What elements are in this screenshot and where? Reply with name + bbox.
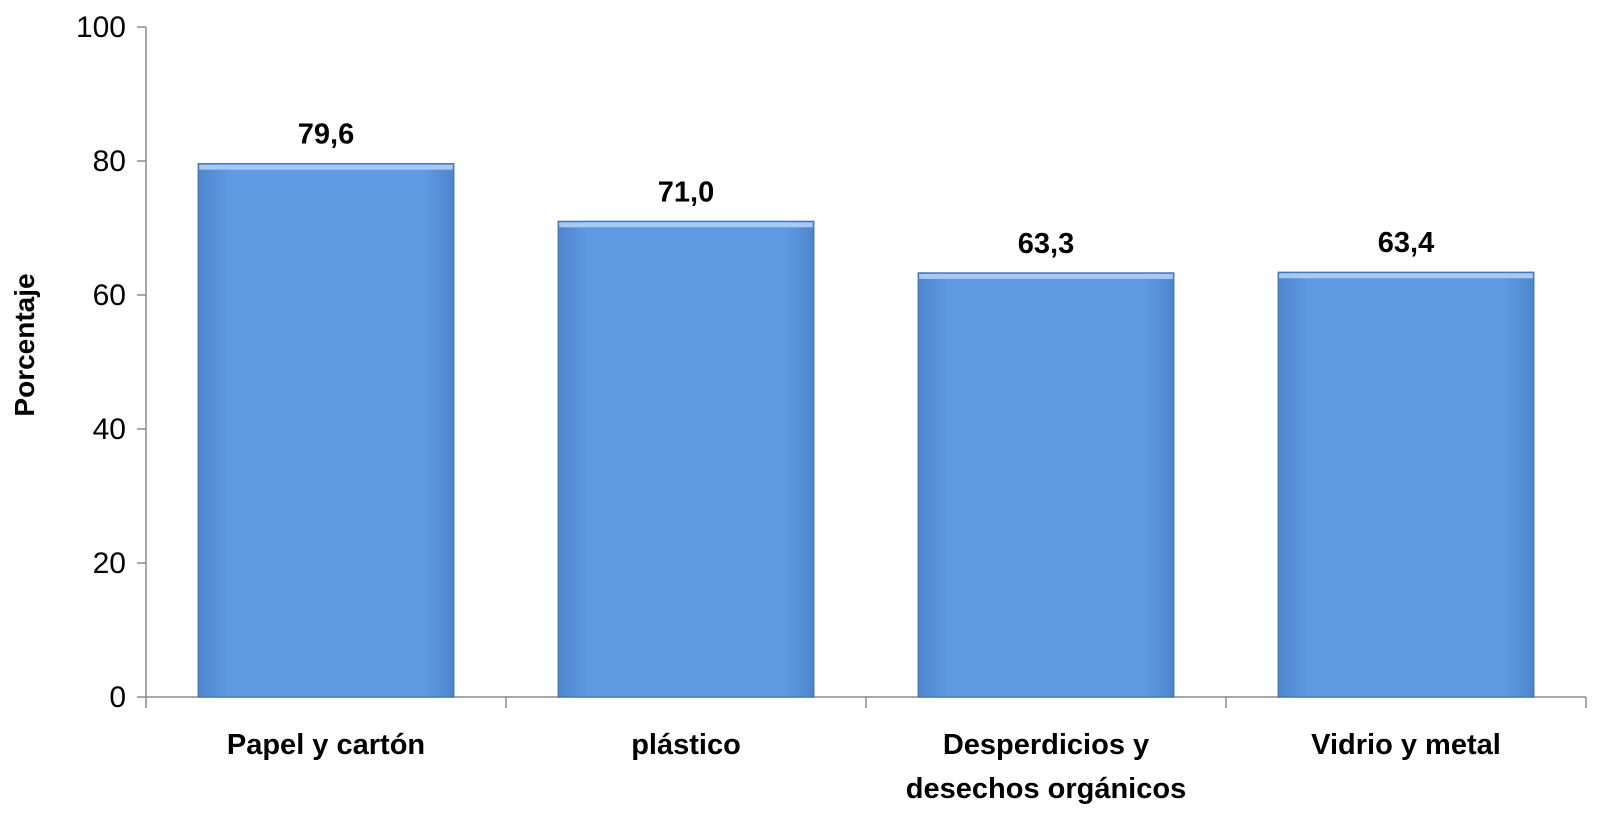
y-tick-label: 100: [76, 11, 126, 44]
bar: [557, 220, 815, 698]
bar-top-highlight: [1279, 273, 1533, 279]
y-axis-label: Porcentaje: [9, 273, 40, 416]
x-tick-label: Papel y cartón: [227, 729, 425, 761]
bar: [197, 163, 455, 698]
x-tick-label: plástico: [631, 729, 741, 761]
bar-top-highlight: [199, 164, 453, 170]
data-label: 71,0: [658, 176, 714, 208]
bar-top-highlight: [559, 222, 813, 228]
x-tick-label: Desperdicios y desechos orgánicos: [906, 729, 1186, 805]
data-label: 63,3: [1018, 228, 1074, 260]
y-tick-label: 40: [93, 413, 126, 446]
y-tick-label: 60: [93, 279, 126, 312]
bars: [197, 163, 1535, 698]
bar: [1277, 271, 1535, 698]
bar-top-highlight: [919, 273, 1173, 279]
y-tick-label: 80: [93, 145, 126, 178]
bar: [917, 272, 1175, 698]
x-tick-label: Vidrio y metal: [1311, 729, 1501, 761]
data-label: 79,6: [298, 119, 354, 151]
data-label: 63,4: [1378, 227, 1434, 259]
y-tick-label: 20: [93, 547, 126, 580]
y-tick-label: 0: [109, 681, 126, 714]
labels: 79,6 Papel y cartón 71,0 plástico 63,3 Desper…: [227, 119, 1501, 805]
